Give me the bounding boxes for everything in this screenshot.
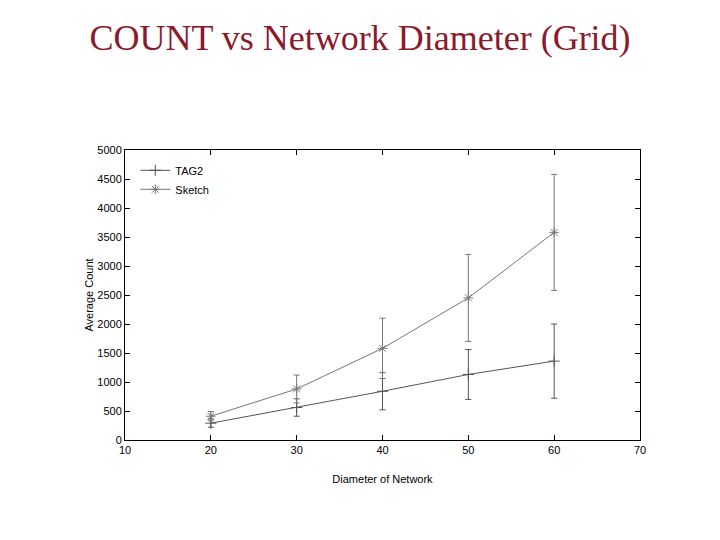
svg-text:4000: 4000 (97, 202, 121, 214)
svg-text:20: 20 (205, 444, 217, 456)
svg-text:2500: 2500 (97, 289, 121, 301)
svg-text:5000: 5000 (97, 144, 121, 156)
svg-text:0: 0 (116, 434, 122, 446)
svg-text:40: 40 (376, 444, 388, 456)
svg-text:4500: 4500 (97, 173, 121, 185)
svg-text:70: 70 (634, 444, 646, 456)
svg-text:50: 50 (462, 444, 474, 456)
svg-text:2000: 2000 (97, 318, 121, 330)
svg-text:Average Count: Average Count (83, 258, 95, 331)
svg-text:TAG2: TAG2 (175, 165, 203, 177)
svg-text:Diameter of Network: Diameter of Network (332, 473, 433, 485)
svg-text:60: 60 (548, 444, 560, 456)
svg-text:1000: 1000 (97, 376, 121, 388)
svg-text:500: 500 (103, 405, 121, 417)
svg-text:30: 30 (291, 444, 303, 456)
svg-text:3500: 3500 (97, 231, 121, 243)
svg-text:1500: 1500 (97, 347, 121, 359)
svg-text:Sketch: Sketch (175, 184, 209, 196)
svg-text:COUNT vs Network Diameter (Gri: COUNT vs Network Diameter (Grid) (89, 18, 630, 58)
svg-text:3000: 3000 (97, 260, 121, 272)
svg-text:10: 10 (119, 444, 131, 456)
